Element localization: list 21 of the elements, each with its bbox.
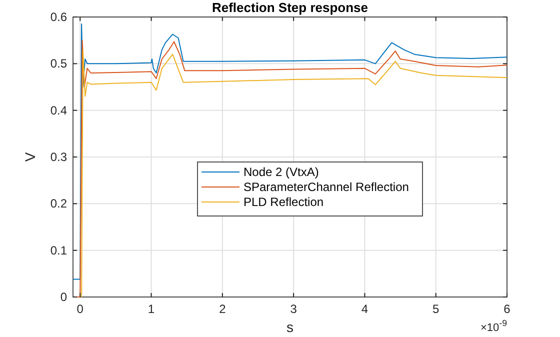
y-tick-label: 0.1	[50, 243, 68, 258]
y-tick-label: 0.6	[50, 10, 68, 24]
x-tick-label: 3	[290, 302, 298, 316]
x-tick-label: 1	[148, 302, 155, 316]
x-axis-title: s	[286, 319, 294, 335]
chart-title: Reflection Step response	[212, 0, 368, 15]
text: ×10$^{-9}$	[480, 318, 508, 334]
x-tick-label: 5	[432, 302, 440, 316]
x-tick-label: 0	[76, 302, 84, 316]
legend-label: SParameterChannel Reflection	[244, 180, 409, 194]
legend-label: Node 2 (VtxA)	[244, 165, 319, 179]
y-tick-label: 0.4	[50, 103, 68, 118]
y-tick-label: 0	[60, 290, 68, 304]
y-tick-label: 0.2	[50, 196, 68, 211]
y-axis-title: V	[22, 152, 38, 162]
x-tick-label: 6	[504, 302, 511, 316]
legend-label: PLD Reflection	[244, 195, 324, 209]
y-tick-label: 0.3	[50, 150, 68, 164]
y-tick-label: 0.5	[50, 56, 68, 71]
x-tick-label: 4	[361, 302, 368, 316]
x-tick-label: 2	[219, 302, 226, 316]
